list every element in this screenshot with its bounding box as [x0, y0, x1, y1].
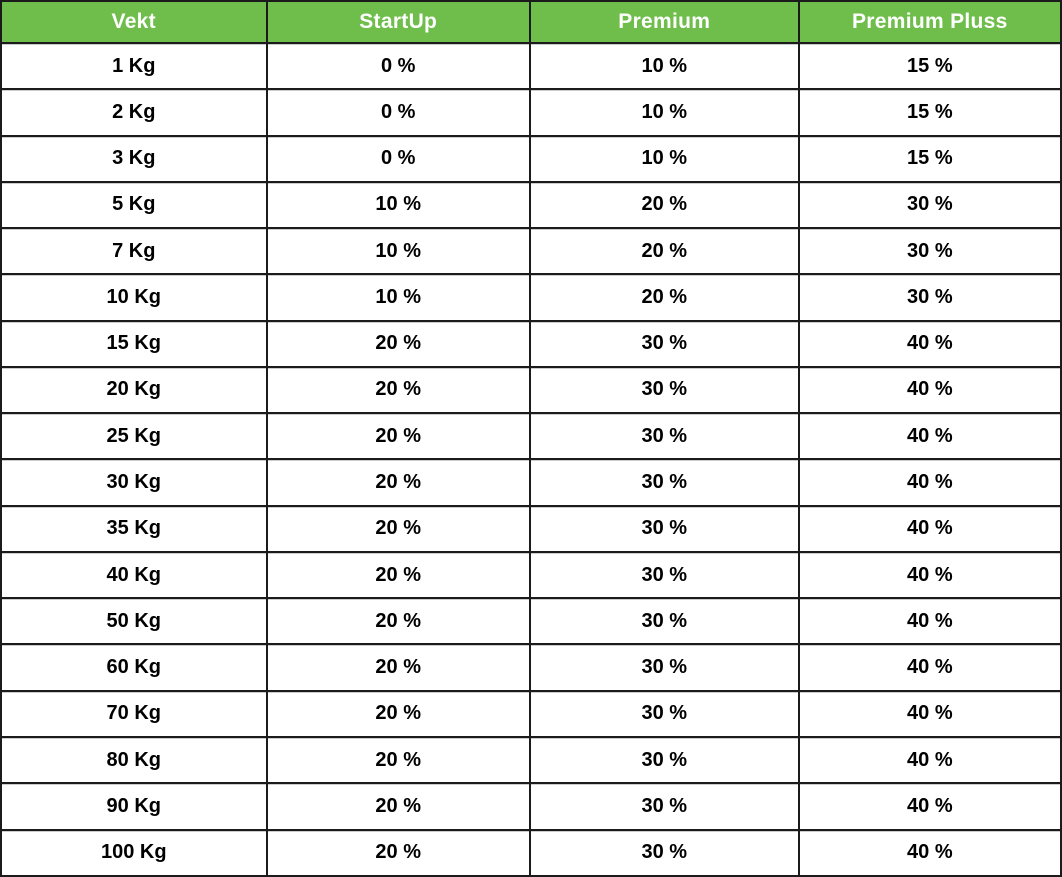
cell-startup: 20 % — [265, 412, 531, 461]
cell-premium: 10 % — [528, 88, 800, 137]
table-row: 30 Kg 20 % 30 % 40 % — [0, 458, 1062, 507]
cell-premium-pluss: 15 % — [797, 134, 1062, 183]
cell-weight: 100 Kg — [0, 828, 268, 877]
table-row: 2 Kg 0 % 10 % 15 % — [0, 88, 1062, 137]
table-row: 3 Kg 0 % 10 % 15 % — [0, 134, 1062, 183]
table-row: 10 Kg 10 % 20 % 30 % — [0, 273, 1062, 322]
cell-premium: 30 % — [528, 689, 800, 738]
cell-startup: 20 % — [265, 828, 531, 877]
cell-premium-pluss: 40 % — [797, 319, 1062, 368]
cell-premium-pluss: 40 % — [797, 504, 1062, 553]
header-row: Vekt StartUp Premium Premium Pluss — [0, 0, 1062, 44]
discount-table-header: Vekt StartUp Premium Premium Pluss — [0, 0, 1062, 44]
cell-premium-pluss: 40 % — [797, 550, 1062, 600]
table-row: 20 Kg 20 % 30 % 40 % — [0, 365, 1062, 415]
cell-premium: 30 % — [528, 504, 800, 553]
cell-premium-pluss: 40 % — [797, 735, 1062, 785]
cell-weight: 60 Kg — [0, 643, 268, 692]
discount-table-body: 1 Kg 0 % 10 % 15 % 2 Kg 0 % 10 % 15 % 3 Kg 0 % 10 … — [0, 41, 1062, 877]
cell-premium: 20 % — [528, 180, 800, 230]
cell-premium-pluss: 40 % — [797, 412, 1062, 461]
cell-premium-pluss: 15 % — [797, 41, 1062, 91]
cell-weight: 40 Kg — [0, 550, 268, 600]
table-row: 100 Kg 20 % 30 % 40 % — [0, 828, 1062, 877]
cell-weight: 2 Kg — [0, 88, 268, 137]
table-row: 7 Kg 10 % 20 % 30 % — [0, 227, 1062, 276]
table-row: 90 Kg 20 % 30 % 40 % — [0, 782, 1062, 831]
cell-startup: 20 % — [265, 504, 531, 553]
table-row: 40 Kg 20 % 30 % 40 % — [0, 550, 1062, 600]
cell-weight: 70 Kg — [0, 689, 268, 738]
cell-premium: 30 % — [528, 828, 800, 877]
cell-premium: 30 % — [528, 365, 800, 415]
cell-startup: 20 % — [265, 319, 531, 368]
cell-startup: 20 % — [265, 550, 531, 600]
table-row: 60 Kg 20 % 30 % 40 % — [0, 643, 1062, 692]
column-header-weight: Vekt — [0, 0, 268, 44]
table-row: 5 Kg 10 % 20 % 30 % — [0, 180, 1062, 230]
cell-premium-pluss: 40 % — [797, 828, 1062, 877]
cell-premium: 20 % — [528, 273, 800, 322]
cell-premium: 30 % — [528, 319, 800, 368]
cell-startup: 0 % — [265, 134, 531, 183]
cell-premium-pluss: 15 % — [797, 88, 1062, 137]
cell-startup: 10 % — [265, 273, 531, 322]
cell-startup: 20 % — [265, 458, 531, 507]
cell-startup: 20 % — [265, 643, 531, 692]
cell-premium-pluss: 40 % — [797, 597, 1062, 646]
cell-weight: 10 Kg — [0, 273, 268, 322]
cell-weight: 80 Kg — [0, 735, 268, 785]
cell-weight: 50 Kg — [0, 597, 268, 646]
cell-weight: 15 Kg — [0, 319, 268, 368]
cell-premium-pluss: 30 % — [797, 273, 1062, 322]
cell-premium: 10 % — [528, 41, 800, 91]
cell-startup: 10 % — [265, 180, 531, 230]
cell-weight: 20 Kg — [0, 365, 268, 415]
cell-weight: 30 Kg — [0, 458, 268, 507]
cell-premium: 30 % — [528, 412, 800, 461]
cell-premium-pluss: 30 % — [797, 227, 1062, 276]
cell-weight: 35 Kg — [0, 504, 268, 553]
cell-premium: 30 % — [528, 597, 800, 646]
cell-premium: 20 % — [528, 227, 800, 276]
cell-startup: 0 % — [265, 88, 531, 137]
table-row: 15 Kg 20 % 30 % 40 % — [0, 319, 1062, 368]
cell-premium: 30 % — [528, 735, 800, 785]
cell-weight: 25 Kg — [0, 412, 268, 461]
column-header-premium: Premium — [528, 0, 800, 44]
cell-weight: 1 Kg — [0, 41, 268, 91]
table-row: 35 Kg 20 % 30 % 40 % — [0, 504, 1062, 553]
cell-weight: 90 Kg — [0, 782, 268, 831]
cell-premium-pluss: 40 % — [797, 458, 1062, 507]
table-row: 80 Kg 20 % 30 % 40 % — [0, 735, 1062, 785]
cell-startup: 20 % — [265, 689, 531, 738]
cell-startup: 20 % — [265, 597, 531, 646]
cell-weight: 3 Kg — [0, 134, 268, 183]
column-header-premium-pluss: Premium Pluss — [797, 0, 1062, 44]
cell-premium: 30 % — [528, 643, 800, 692]
table-row: 50 Kg 20 % 30 % 40 % — [0, 597, 1062, 646]
cell-premium: 30 % — [528, 458, 800, 507]
cell-startup: 10 % — [265, 227, 531, 276]
cell-premium-pluss: 40 % — [797, 365, 1062, 415]
column-header-startup: StartUp — [265, 0, 531, 44]
cell-premium-pluss: 40 % — [797, 689, 1062, 738]
cell-weight: 7 Kg — [0, 227, 268, 276]
cell-startup: 20 % — [265, 735, 531, 785]
cell-premium-pluss: 40 % — [797, 643, 1062, 692]
cell-weight: 5 Kg — [0, 180, 268, 230]
table-row: 70 Kg 20 % 30 % 40 % — [0, 689, 1062, 738]
cell-premium: 30 % — [528, 550, 800, 600]
cell-startup: 20 % — [265, 782, 531, 831]
cell-premium: 30 % — [528, 782, 800, 831]
cell-premium: 10 % — [528, 134, 800, 183]
cell-startup: 20 % — [265, 365, 531, 415]
table-row: 25 Kg 20 % 30 % 40 % — [0, 412, 1062, 461]
table-row: 1 Kg 0 % 10 % 15 % — [0, 41, 1062, 91]
cell-startup: 0 % — [265, 41, 531, 91]
cell-premium-pluss: 40 % — [797, 782, 1062, 831]
cell-premium-pluss: 30 % — [797, 180, 1062, 230]
